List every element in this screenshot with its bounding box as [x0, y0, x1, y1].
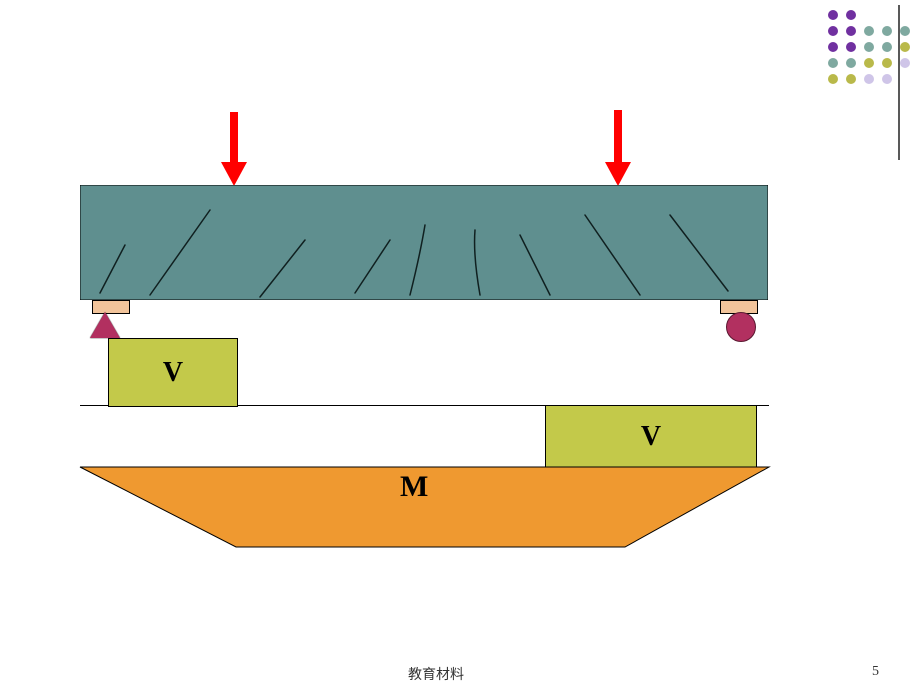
moment-label: M — [400, 470, 428, 504]
page-number: 5 — [872, 664, 879, 680]
moment-diagram — [0, 0, 920, 690]
slide-root: V V M 教育材料 5 — [0, 0, 920, 690]
footer-text: 教育材料 — [408, 664, 464, 684]
